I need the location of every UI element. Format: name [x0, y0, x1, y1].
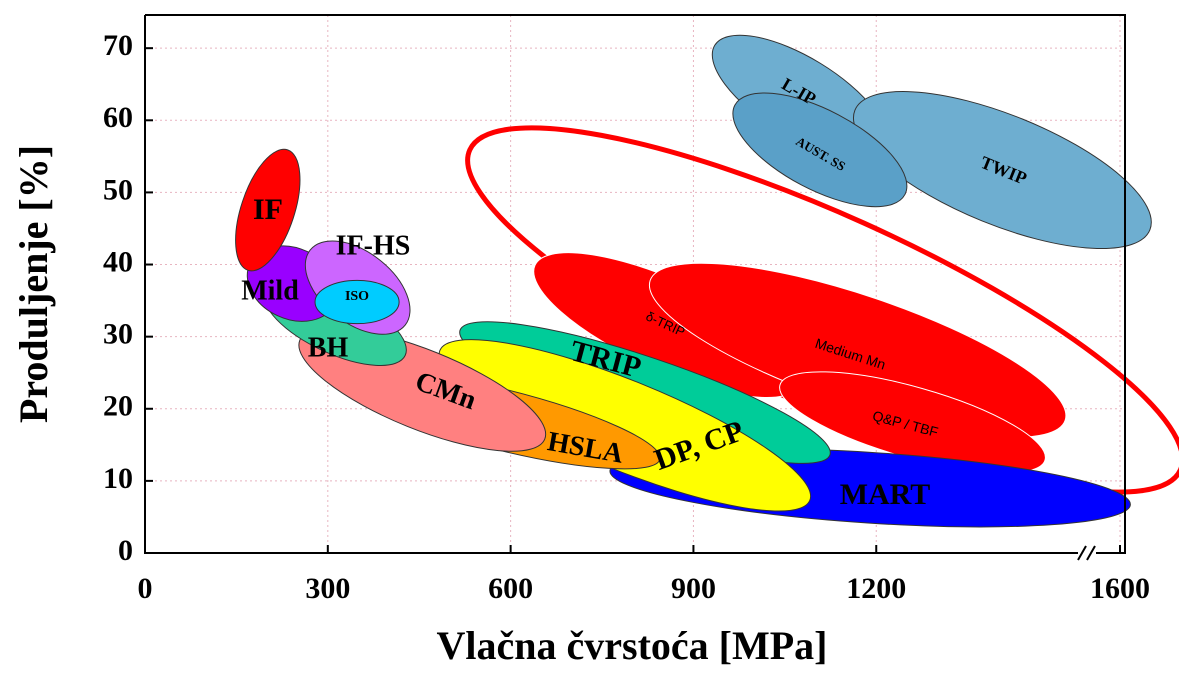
- y-tick-label: 10: [103, 462, 133, 495]
- region: [314, 279, 400, 325]
- axis-break: [1077, 545, 1096, 561]
- x-axis-label: Vlačna čvrstoća [MPa]: [437, 623, 828, 668]
- plot-area: [144, 15, 1179, 554]
- region-label: IF-HS: [336, 230, 411, 261]
- axis: [144, 14, 1126, 554]
- x-tick-label: 1600: [1090, 572, 1150, 605]
- y-tick-label: 60: [103, 101, 133, 134]
- y-tick-label: 0: [118, 534, 133, 567]
- y-tick-label: 30: [103, 318, 133, 351]
- x-tick-label: 0: [138, 572, 153, 605]
- region: [852, 91, 1152, 250]
- x-tick-label: 300: [305, 572, 350, 605]
- region-label: ISO: [345, 289, 369, 304]
- y-axis-label: Produljenje [%]: [11, 145, 56, 423]
- y-tick-label: 20: [103, 390, 133, 423]
- y-tick-label: 40: [103, 245, 133, 278]
- region: [235, 148, 301, 272]
- y-tick-label: 50: [103, 173, 133, 206]
- region: [732, 92, 908, 208]
- region-label: IF: [253, 193, 283, 226]
- region-label: BH: [308, 332, 349, 363]
- region-label: MART: [840, 478, 931, 511]
- x-tick-label: 900: [671, 572, 716, 605]
- x-tick-label: 1200: [846, 572, 906, 605]
- region-label: Mild: [241, 275, 299, 306]
- axis-break: [1078, 547, 1096, 559]
- y-tick-label: 70: [103, 29, 133, 62]
- x-tick-label: 600: [488, 572, 533, 605]
